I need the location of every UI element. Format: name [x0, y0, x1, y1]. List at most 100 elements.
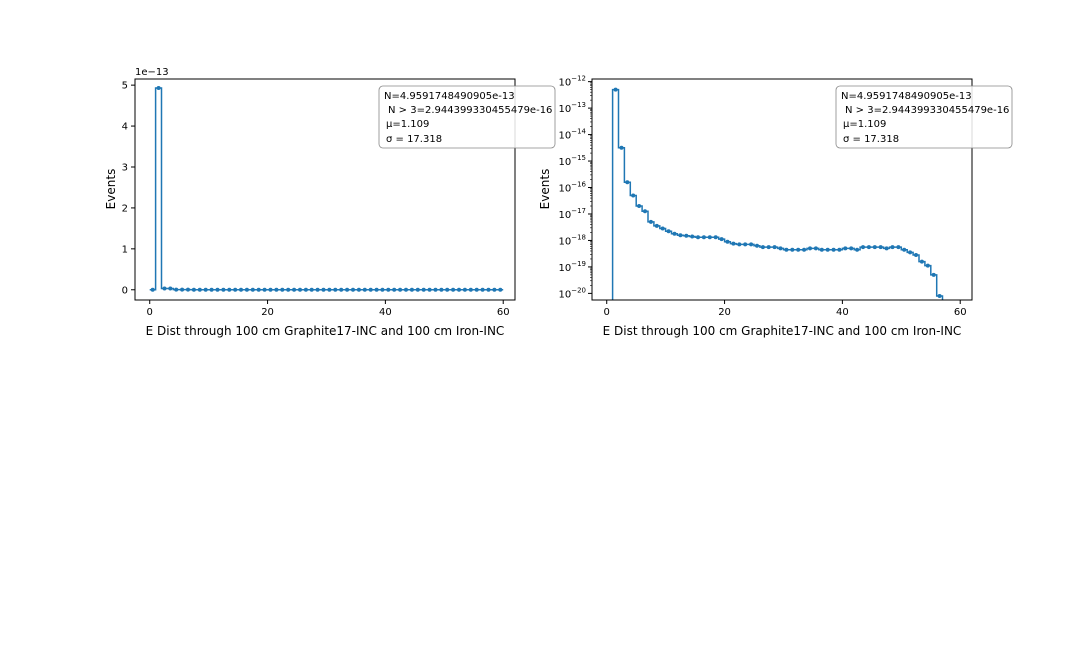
- log-stats-box: N=4.9591748490905e-13 N > 3=2.9443993304…: [835, 85, 1013, 149]
- linear-data-point: [244, 287, 249, 292]
- log-data-point: [772, 245, 777, 250]
- log-data-point: [637, 204, 642, 208]
- linear-data-point: [327, 287, 332, 292]
- linear-data-point: [486, 287, 491, 292]
- linear-data-point: [315, 287, 320, 292]
- linear-data-point: [186, 287, 190, 292]
- log-data-point: [678, 233, 683, 238]
- linear-data-point: [174, 287, 179, 292]
- linear-data-point: [191, 287, 196, 292]
- linear-stat-n-gt-3: N > 3=2.944399330455479e-16: [388, 105, 552, 116]
- linear-plot-frame: [134, 78, 516, 301]
- linear-data-point: [474, 287, 479, 292]
- log-x-ticks: 0 20 40 60: [604, 300, 967, 318]
- linear-data-point: [221, 287, 226, 292]
- linear-data-point: [398, 287, 403, 292]
- linear-data-point: [415, 287, 420, 292]
- log-y-tick-label: 10−20: [558, 286, 586, 300]
- linear-data-point: [250, 287, 255, 292]
- log-data-point: [790, 247, 795, 252]
- log-data-point: [872, 245, 877, 250]
- linear-data-point: [368, 287, 373, 292]
- linear-x-tick-label: 40: [379, 307, 392, 318]
- linear-data-point: [409, 287, 414, 292]
- log-data-point: [937, 294, 942, 298]
- linear-histogram-chart: 0 20 40 60 0 1 2 3 4 5 1e−13 E Dist through 100 …: [104, 67, 556, 338]
- log-y-tick-label: 10−19: [558, 260, 586, 274]
- log-y-axis-label: Events: [538, 169, 552, 210]
- linear-data-point: [433, 287, 438, 292]
- linear-data-point: [404, 287, 408, 292]
- linear-data-point: [280, 287, 285, 292]
- log-data-point: [719, 237, 724, 242]
- linear-x-ticks: 0 20 40 60: [147, 300, 510, 318]
- linear-data-point: [262, 287, 267, 292]
- linear-data-point: [445, 287, 450, 292]
- linear-data-point: [239, 287, 243, 292]
- log-data-point: [813, 246, 818, 251]
- log-y-tick-label: 10−14: [558, 128, 586, 142]
- linear-data-point: [303, 287, 308, 292]
- linear-data-point: [339, 287, 344, 292]
- linear-data-point: [292, 287, 297, 292]
- linear-data-point: [462, 287, 467, 292]
- log-data-point: [684, 233, 689, 238]
- log-data-point: [866, 245, 871, 250]
- linear-y-tick-label: 1: [122, 244, 128, 255]
- linear-data-point: [298, 287, 302, 292]
- log-data-point: [631, 193, 636, 198]
- log-data-point: [796, 247, 801, 252]
- linear-data-point: [309, 287, 314, 292]
- log-data-point: [660, 226, 665, 231]
- log-data-point: [896, 245, 901, 250]
- log-x-axis-label: E Dist through 100 cm Graphite17-INC and…: [603, 324, 962, 338]
- linear-data-point: [233, 287, 238, 292]
- log-data-point: [625, 180, 630, 185]
- log-data-point: [890, 245, 895, 250]
- linear-data-point: [215, 287, 220, 292]
- log-histogram-chart: 0 20 40 60 10−2010−1910−1810−1710−1610−1510…: [538, 75, 1013, 338]
- linear-data-point: [150, 287, 155, 292]
- log-data-point: [784, 247, 789, 252]
- linear-data-point: [268, 287, 273, 292]
- log-data-point: [778, 246, 783, 251]
- linear-data-point: [421, 287, 426, 292]
- linear-data-point: [451, 287, 456, 292]
- log-data-point: [925, 263, 930, 268]
- log-data-point: [908, 250, 913, 255]
- linear-data-point: [156, 86, 161, 90]
- log-stat-mu: μ=1.109: [843, 119, 886, 130]
- linear-data-point: [274, 287, 279, 292]
- linear-data-point: [256, 287, 261, 292]
- log-data-point: [831, 247, 836, 252]
- log-data-point: [619, 145, 624, 150]
- log-data-point: [648, 219, 653, 224]
- log-data-point: [861, 245, 865, 250]
- log-data-point: [672, 231, 677, 236]
- log-y-tick-label: 10−13: [558, 101, 586, 115]
- log-data-point: [808, 246, 812, 251]
- log-data-point: [737, 242, 742, 247]
- linear-data-point: [180, 287, 185, 292]
- linear-data-point: [427, 287, 432, 292]
- log-data-point: [819, 247, 824, 252]
- log-x-tick-label: 40: [836, 307, 849, 318]
- log-x-tick-label: 0: [604, 307, 610, 318]
- log-data-point: [725, 239, 730, 244]
- linear-data-point: [209, 287, 214, 292]
- log-data-point: [654, 223, 659, 228]
- linear-y-tick-label: 3: [122, 162, 128, 173]
- log-data-point: [760, 245, 765, 250]
- log-y-tick-label: 10−17: [558, 207, 586, 221]
- log-histogram-marks: [611, 87, 944, 300]
- log-data-point: [837, 247, 842, 252]
- linear-data-point: [439, 287, 444, 292]
- log-data-point: [919, 259, 924, 264]
- log-data-point: [755, 243, 759, 248]
- linear-data-point: [362, 287, 367, 292]
- log-data-point: [731, 241, 736, 246]
- linear-stat-mu: μ=1.109: [386, 119, 429, 130]
- log-data-point: [884, 246, 889, 251]
- log-y-ticks: 10−20 10−19 10−18 10−17 10−16 10−15 10−14 10−13…: [558, 75, 592, 300]
- log-data-point: [643, 209, 647, 214]
